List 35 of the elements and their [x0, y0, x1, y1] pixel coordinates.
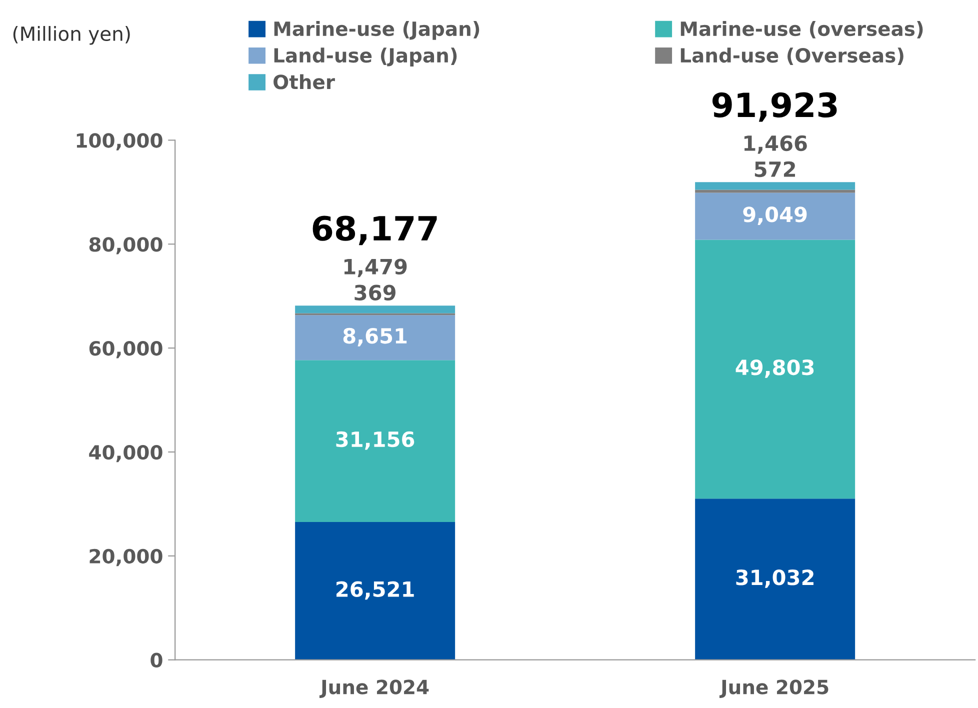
data-label: 31,156: [336, 431, 414, 450]
bar: [295, 360, 456, 522]
bar: [295, 315, 456, 360]
bar: [695, 240, 856, 499]
bar: [695, 182, 856, 190]
legend-label: Other: [274, 74, 335, 90]
data-label: 572: [754, 161, 795, 178]
data-label: 26,521: [336, 581, 414, 600]
y-tick-label: 100,000: [76, 133, 162, 150]
data-label: 1,479: [344, 258, 407, 278]
legend-label: Land-use (Japan): [274, 48, 457, 66]
bar: [295, 522, 456, 660]
y-axis-title: (Million yen): [13, 26, 130, 45]
bar: [695, 190, 856, 193]
legend-label: Marine-use (overseas): [680, 21, 923, 38]
legend-label: Land-use (Overseas): [680, 48, 904, 65]
data-label: 31,032: [736, 570, 814, 588]
y-tick-label: 60,000: [89, 341, 162, 358]
bar: [295, 306, 456, 314]
total-label: 68,177: [312, 216, 437, 246]
data-label: 369: [354, 284, 396, 300]
y-tick-label: 20,000: [90, 548, 162, 566]
data-label: 8,651: [343, 328, 407, 346]
data-label: 9,049: [743, 206, 807, 225]
bar: [695, 498, 856, 660]
y-tick-label: 0: [150, 652, 162, 668]
y-tick-label: 40,000: [89, 444, 162, 462]
legend-label: Marine-use (Japan): [274, 21, 480, 40]
data-label: 1,466: [744, 135, 807, 154]
x-tick-label: June 2025: [719, 680, 828, 698]
bar: [695, 192, 856, 240]
y-tick-label: 80,000: [89, 237, 162, 254]
x-tick-label: June 2024: [319, 680, 429, 698]
data-label: 49,803: [736, 359, 814, 378]
total-label: 91,923: [712, 92, 837, 122]
